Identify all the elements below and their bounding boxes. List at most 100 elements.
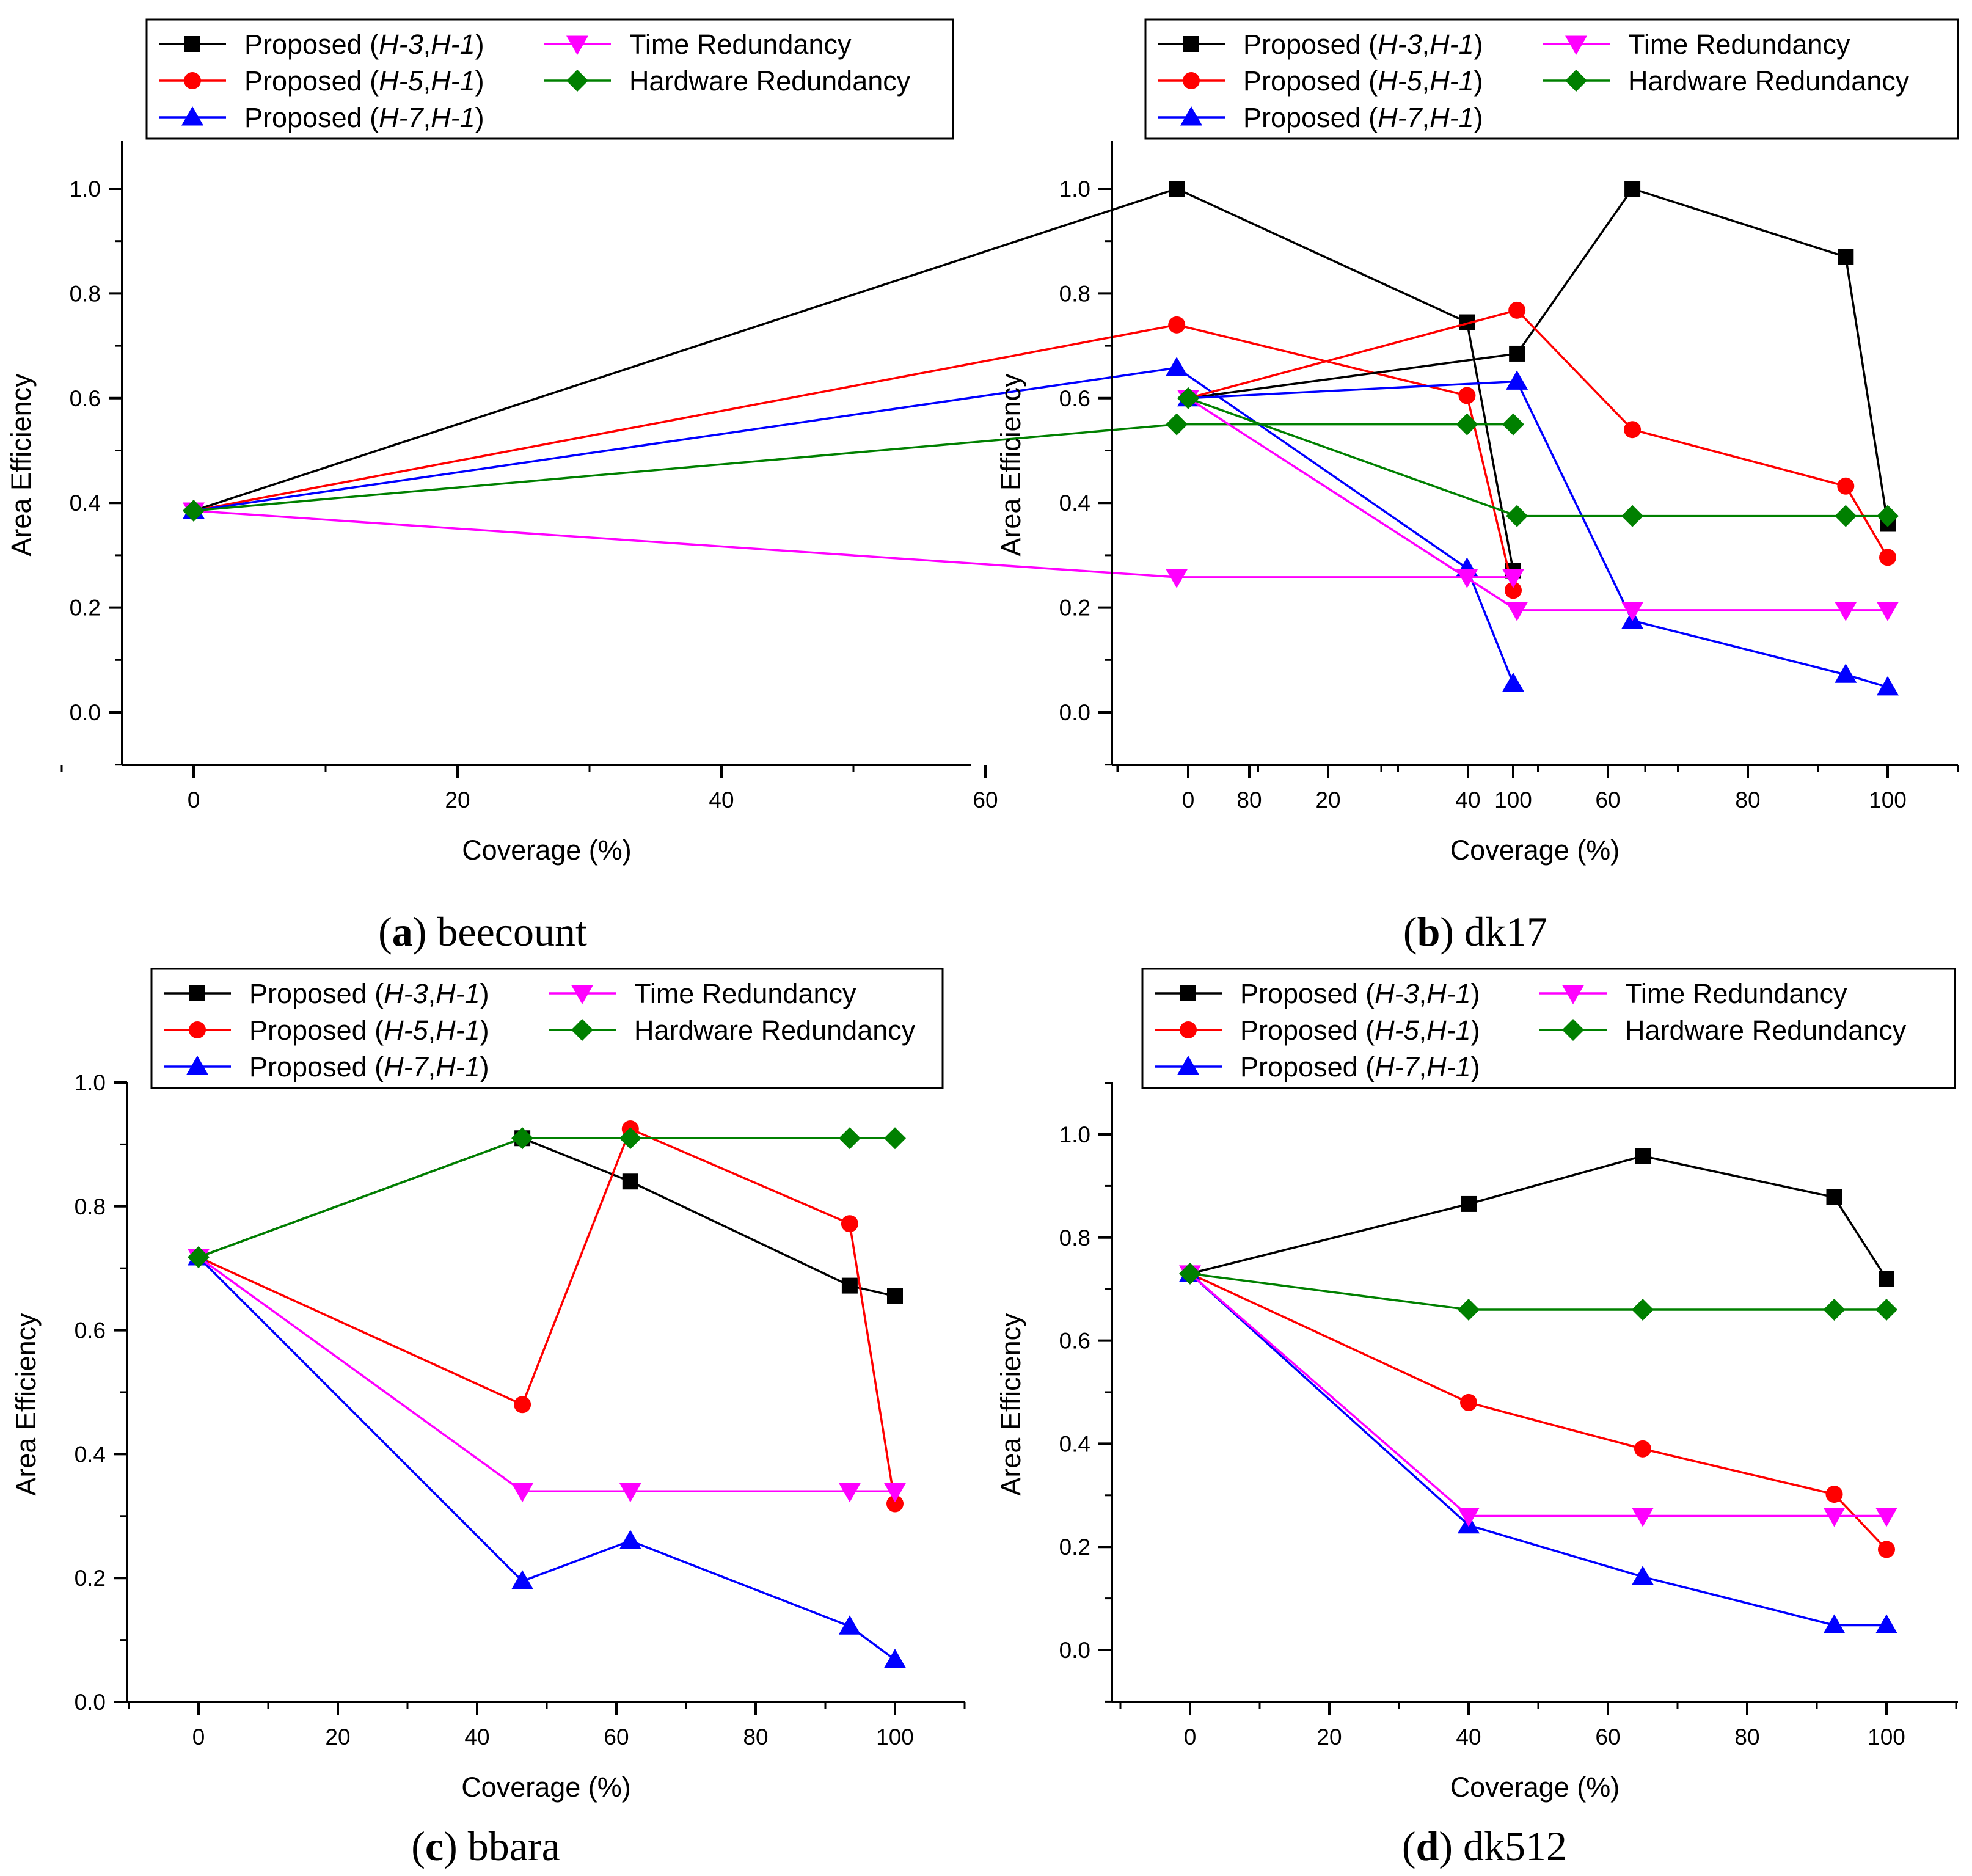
- x-axis-label: Coverage (%): [1450, 1772, 1620, 1803]
- legend-entry: Time Redundancy: [1539, 978, 1847, 1009]
- series-line: [1189, 1272, 1888, 1550]
- y-tick-label: 0.6: [75, 1318, 106, 1343]
- x-tick-label: 60: [604, 1725, 629, 1750]
- series-line: [1189, 1272, 1886, 1627]
- legend-entry: Proposed (H-7,H-1): [159, 102, 484, 133]
- x-tick-label: 100: [876, 1725, 914, 1750]
- legend-label: Proposed (H-5,H-1): [244, 65, 484, 97]
- legend-box: [145, 18, 954, 140]
- data-point: [838, 1615, 861, 1635]
- data-point: [619, 1530, 641, 1549]
- legend-entry: Proposed (H-3,H-1): [159, 29, 484, 60]
- x-tick-label: 40: [1455, 787, 1480, 812]
- legend-label: Proposed (H-5,H-1): [1243, 65, 1483, 97]
- legend-marker: [184, 36, 200, 52]
- data-point: [1506, 602, 1528, 621]
- legend-entry: Proposed (H-3,H-1): [164, 978, 489, 1009]
- panel-caption: (b) dk17: [1403, 908, 1547, 955]
- x-tick-label: 20: [445, 787, 470, 812]
- legend-marker: [1177, 1056, 1199, 1075]
- legend-label: Proposed (H-5,H-1): [249, 1015, 489, 1046]
- data-point: [1879, 549, 1896, 566]
- x-tick-label: 20: [1315, 787, 1340, 812]
- legend-marker: [566, 35, 588, 55]
- data-point: [619, 1483, 641, 1503]
- y-tick-label: 0.4: [1059, 1431, 1090, 1456]
- legend-marker: [1183, 36, 1199, 52]
- data-point: [1823, 1298, 1846, 1321]
- series-line: [1188, 187, 1889, 524]
- data-point: [1456, 413, 1478, 436]
- legend-label: Proposed (H-3,H-1): [249, 978, 489, 1009]
- data-point: [884, 1649, 906, 1668]
- x-tick-label: 100: [1868, 1725, 1905, 1750]
- y-tick-label: 0.2: [1059, 1535, 1090, 1560]
- y-axis-label: Area Efficiency: [995, 1313, 1026, 1496]
- data-point: [511, 1127, 534, 1150]
- y-tick-label: 1.0: [1059, 1122, 1090, 1147]
- legend-label: Proposed (H-7,H-1): [249, 1051, 489, 1082]
- legend-label: Hardware Redundancy: [634, 1015, 916, 1046]
- x-tick-label: 80: [1236, 787, 1262, 812]
- series-3: [183, 502, 1524, 588]
- data-point: [1838, 249, 1854, 265]
- data-point: [1624, 421, 1642, 439]
- legend-entry: Proposed (H-5,H-1): [1155, 1015, 1480, 1046]
- series-line: [197, 1256, 895, 1492]
- legend: Proposed (H-3,H-1) Proposed (H-5,H-1) Prop…: [1144, 18, 1959, 140]
- data-point: [1179, 1262, 1201, 1285]
- data-point: [1878, 1541, 1895, 1558]
- legend-marker: [181, 106, 203, 126]
- legend-marker: [189, 1021, 206, 1038]
- y-tick-label: 0.6: [70, 386, 101, 411]
- data-point: [619, 1127, 641, 1150]
- legend-box: [1144, 18, 1959, 140]
- series-1: [190, 1120, 904, 1513]
- series-line: [198, 1127, 896, 1504]
- data-point: [841, 1215, 858, 1233]
- series-0: [191, 1130, 903, 1304]
- legend-entry: Hardware Redundancy: [1539, 1015, 1907, 1046]
- legend-label: Time Redundancy: [1628, 29, 1850, 60]
- series-line: [193, 324, 1514, 591]
- legend-label: Hardware Redundancy: [1625, 1015, 1907, 1046]
- y-tick-label: 0.6: [1059, 386, 1090, 411]
- data-point: [511, 1483, 534, 1503]
- series-line: [198, 1137, 896, 1298]
- legend-marker: [186, 1056, 208, 1075]
- data-point: [1502, 569, 1524, 588]
- data-point: [1168, 316, 1186, 334]
- legend-entry: Time Redundancy: [544, 29, 852, 60]
- legend-marker: [1180, 106, 1202, 126]
- panel-caption: (d) dk512: [1402, 1823, 1567, 1869]
- data-point: [838, 1483, 861, 1503]
- legend-entry: Proposed (H-5,H-1): [159, 65, 484, 97]
- x-tick-label: 100: [1869, 787, 1907, 812]
- data-point: [841, 1277, 858, 1294]
- y-tick-label: 0.8: [1059, 1225, 1090, 1250]
- data-point: [1837, 477, 1855, 495]
- data-point: [514, 1396, 531, 1414]
- data-point: [1632, 1566, 1654, 1585]
- data-point: [1875, 1508, 1897, 1527]
- y-tick-label: 0.0: [75, 1690, 106, 1715]
- y-tick-label: 0.8: [75, 1194, 106, 1219]
- y-tick-label: 0.0: [1059, 1638, 1090, 1663]
- series-0: [1182, 1148, 1894, 1287]
- legend-label: Proposed (H-5,H-1): [1240, 1015, 1480, 1046]
- x-tick-label: 80: [743, 1725, 768, 1750]
- legend-entry: Proposed (H-5,H-1): [164, 1015, 489, 1046]
- data-point: [1877, 602, 1899, 621]
- legend-box: [1141, 968, 1956, 1089]
- legend: Proposed (H-3,H-1) Proposed (H-5,H-1) Prop…: [1141, 968, 1956, 1089]
- data-point: [1502, 672, 1524, 692]
- legend-label: Hardware Redundancy: [629, 65, 911, 97]
- data-point: [1826, 1189, 1842, 1205]
- data-point: [1621, 505, 1644, 527]
- x-tick-label: 80: [1735, 787, 1760, 812]
- legend-entry: Proposed (H-5,H-1): [1158, 65, 1483, 97]
- data-point: [1825, 1486, 1843, 1503]
- data-point: [1879, 1271, 1894, 1287]
- legend-entry: Proposed (H-7,H-1): [1155, 1051, 1480, 1082]
- data-point: [1461, 1195, 1477, 1212]
